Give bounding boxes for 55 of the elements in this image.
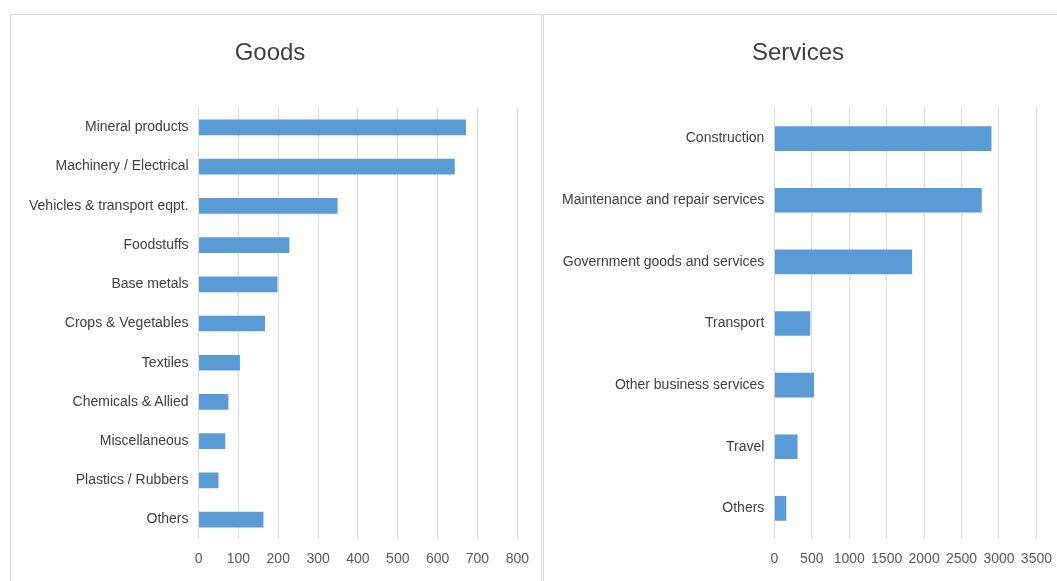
y-tick-label: Government goods and services (562, 252, 765, 269)
bar (774, 434, 798, 460)
x-tick-label: 1000 (833, 550, 865, 567)
bar (774, 187, 982, 213)
y-tick-label: Miscellaneous (99, 432, 189, 449)
y-tick-label: Others (722, 499, 765, 516)
bar (774, 126, 992, 151)
bar (199, 394, 229, 410)
bar (199, 354, 240, 371)
bar (199, 158, 455, 175)
x-tick-label: 2500 (945, 550, 978, 567)
bar (774, 372, 815, 398)
x-tick-label: 1500 (871, 550, 903, 567)
x-tick-label: 0 (770, 550, 779, 567)
x-tick-label: 400 (346, 550, 370, 567)
x-tick-label: 3000 (983, 550, 1015, 567)
y-tick-label: Plastics / Rubbers (75, 471, 189, 488)
y-tick-label: Vehicles & transport eqpt. (28, 196, 189, 213)
y-tick-label: Crops & Vegetables (64, 314, 189, 331)
x-tick-label: 0 (194, 550, 203, 567)
x-tick-label: 800 (505, 550, 530, 567)
y-tick-label: Other business services (614, 375, 765, 392)
y-tick-label: Construction (685, 129, 765, 146)
bar (199, 472, 219, 489)
bar (199, 237, 290, 253)
x-tick-label: 3500 (1020, 550, 1053, 567)
bar (774, 311, 811, 336)
y-tick-label: Foodstuffs (123, 235, 189, 252)
chart-title: Goods (234, 38, 306, 66)
chart-title: Services (751, 38, 845, 66)
x-tick-label: 500 (800, 550, 824, 567)
x-tick-label: 2000 (908, 550, 940, 567)
x-tick-label: 200 (266, 550, 291, 567)
y-tick-label: Textiles (141, 353, 189, 370)
x-tick-label: 100 (226, 550, 251, 567)
bar (199, 433, 226, 449)
y-tick-label: Travel (725, 437, 765, 454)
bar (199, 198, 338, 214)
y-tick-label: Others (146, 510, 189, 527)
y-tick-label: Transport (704, 314, 765, 331)
bar (774, 249, 913, 275)
bar (774, 496, 787, 521)
bar (199, 315, 266, 332)
bar (199, 511, 264, 528)
x-tick-label: 500 (386, 550, 410, 567)
x-tick-label: 600 (425, 550, 450, 567)
x-tick-label: 700 (465, 550, 490, 567)
y-tick-label: Chemicals & Allied (72, 392, 189, 409)
y-tick-label: Machinery / Electrical (55, 157, 189, 174)
y-tick-label: Maintenance and repair services (561, 191, 765, 208)
bar (199, 276, 278, 293)
x-tick-label: 300 (306, 550, 330, 567)
y-tick-label: Base metals (111, 275, 189, 292)
y-tick-label: Mineral products (85, 118, 189, 135)
bar (199, 119, 466, 136)
